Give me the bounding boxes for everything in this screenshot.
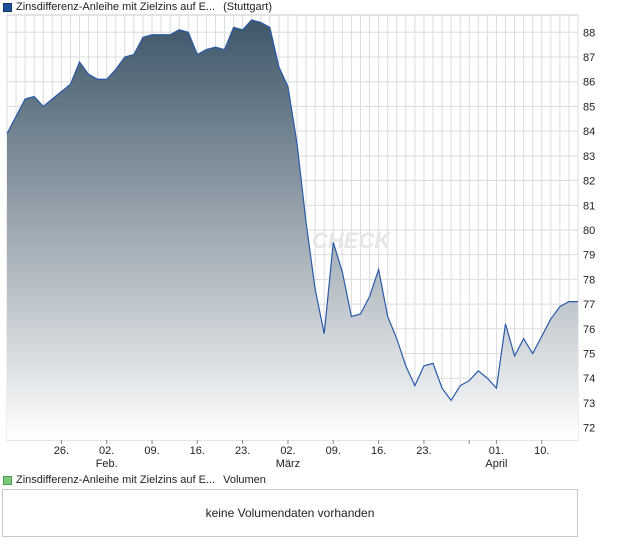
y-tick-label: 74	[583, 373, 595, 385]
volume-series-name: Zinsdifferenz-Anleihe mit Zielzins auf E…	[16, 474, 216, 486]
y-tick-label: 84	[583, 126, 595, 138]
x-tick-label: 10.	[534, 445, 549, 457]
x-tick-label: 23.	[235, 445, 250, 457]
y-tick-label: 76	[583, 324, 595, 336]
y-tick-label: 77	[583, 299, 595, 311]
price-chart: CHECK 72 73 74 75 76 77 78 79 80 81 82 83 84 85 86 87 88 2…	[6, 14, 595, 470]
volume-panel: keine Volumendaten vorhanden	[2, 489, 578, 537]
y-tick-label: 82	[583, 176, 595, 188]
volume-label: Volumen	[223, 474, 266, 486]
x-tick-label: 02.	[280, 445, 295, 457]
price-series-name: Zinsdifferenz-Anleihe mit Zielzins auf E…	[16, 1, 216, 13]
y-tick-label: 79	[583, 250, 595, 262]
price-area	[7, 19, 578, 440]
x-tick-label: 16.	[190, 445, 205, 457]
y-tick-label: 73	[583, 398, 595, 410]
y-tick-label: 75	[583, 349, 595, 361]
y-tick-label: 87	[583, 52, 595, 64]
x-tick-label: 09.	[144, 445, 159, 457]
x-tick-label: 23.	[416, 445, 431, 457]
y-tick-label: 88	[583, 27, 595, 39]
volume-message: keine Volumendaten vorhanden	[205, 506, 375, 520]
y-tick-label: 78	[583, 274, 595, 286]
price-line	[6, 19, 578, 402]
y-tick-label: 83	[583, 151, 595, 163]
watermark-text: CHECK	[312, 228, 392, 253]
x-tick-month-label: Feb.	[96, 458, 118, 470]
price-series-swatch	[3, 2, 12, 12]
x-tick-label: 09.	[326, 445, 341, 457]
x-tick-label: 01.	[489, 445, 504, 457]
x-tick-month-label: März	[276, 458, 300, 470]
x-tick-label: 02.	[99, 445, 114, 457]
y-tick-label: 86	[583, 77, 595, 89]
y-tick-label: 80	[583, 225, 595, 237]
y-tick-label: 85	[583, 101, 595, 113]
price-exchange: (Stuttgart)	[223, 1, 273, 13]
volume-legend: Zinsdifferenz-Anleihe mit Zielzins auf E…	[3, 473, 266, 487]
price-legend: Zinsdifferenz-Anleihe mit Zielzins auf E…	[3, 0, 272, 14]
y-tick-label: 72	[583, 423, 595, 435]
x-tick-month-label: April	[485, 458, 507, 470]
x-tick-label: 26.	[54, 445, 69, 457]
x-tick-label: 16.	[371, 445, 386, 457]
volume-series-swatch	[3, 475, 12, 485]
y-tick-label: 81	[583, 200, 595, 212]
